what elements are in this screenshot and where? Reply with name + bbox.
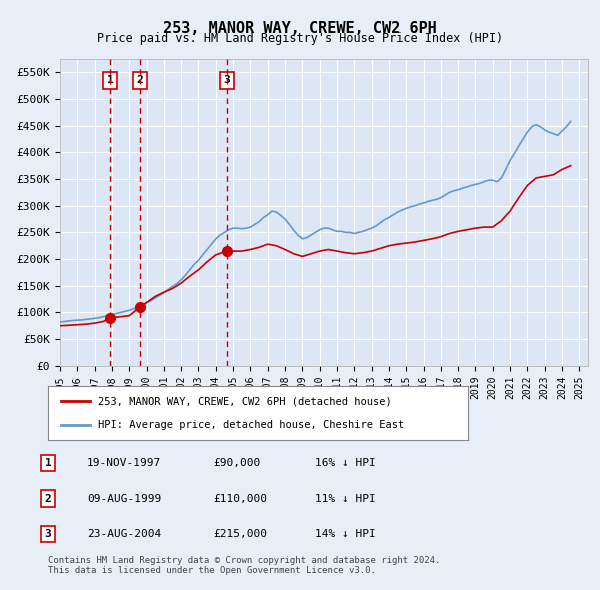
Text: Contains HM Land Registry data © Crown copyright and database right 2024.
This d: Contains HM Land Registry data © Crown c… bbox=[48, 556, 440, 575]
Text: 14% ↓ HPI: 14% ↓ HPI bbox=[315, 529, 376, 539]
Text: 3: 3 bbox=[44, 529, 52, 539]
Text: 1: 1 bbox=[107, 76, 113, 86]
Text: Price paid vs. HM Land Registry's House Price Index (HPI): Price paid vs. HM Land Registry's House … bbox=[97, 32, 503, 45]
Text: HPI: Average price, detached house, Cheshire East: HPI: Average price, detached house, Ches… bbox=[98, 419, 404, 430]
Text: 253, MANOR WAY, CREWE, CW2 6PH (detached house): 253, MANOR WAY, CREWE, CW2 6PH (detached… bbox=[98, 396, 392, 407]
Text: 2: 2 bbox=[136, 76, 143, 86]
Text: 253, MANOR WAY, CREWE, CW2 6PH: 253, MANOR WAY, CREWE, CW2 6PH bbox=[163, 21, 437, 35]
Text: 1: 1 bbox=[44, 458, 52, 468]
Text: £110,000: £110,000 bbox=[213, 494, 267, 503]
Text: 11% ↓ HPI: 11% ↓ HPI bbox=[315, 494, 376, 503]
Text: £90,000: £90,000 bbox=[213, 458, 260, 468]
Text: 09-AUG-1999: 09-AUG-1999 bbox=[87, 494, 161, 503]
Text: 16% ↓ HPI: 16% ↓ HPI bbox=[315, 458, 376, 468]
Text: 19-NOV-1997: 19-NOV-1997 bbox=[87, 458, 161, 468]
Text: 2: 2 bbox=[44, 494, 52, 503]
Text: £215,000: £215,000 bbox=[213, 529, 267, 539]
Text: 23-AUG-2004: 23-AUG-2004 bbox=[87, 529, 161, 539]
Text: 3: 3 bbox=[224, 76, 230, 86]
